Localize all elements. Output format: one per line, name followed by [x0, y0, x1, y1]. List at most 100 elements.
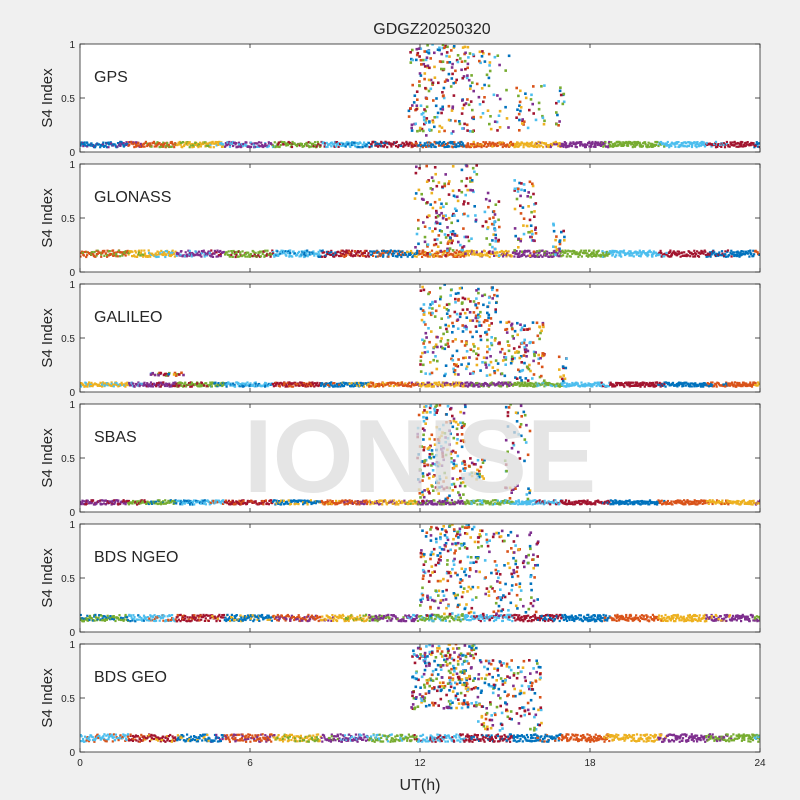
- data-point: [742, 381, 745, 384]
- data-point: [649, 385, 652, 388]
- data-point: [502, 142, 506, 145]
- burst-point: [451, 107, 454, 110]
- data-point: [99, 499, 102, 502]
- burst-point: [448, 61, 452, 64]
- data-point: [349, 145, 352, 148]
- data-point: [635, 384, 638, 387]
- data-point: [326, 253, 329, 256]
- data-point: [652, 145, 655, 148]
- data-point: [159, 503, 163, 506]
- burst-point: [422, 320, 426, 324]
- data-point: [414, 144, 417, 147]
- burst-point: [474, 214, 477, 217]
- burst-point: [427, 292, 430, 296]
- data-point: [298, 384, 301, 387]
- burst-point: [454, 292, 458, 295]
- burst-point: [490, 336, 493, 339]
- data-point: [733, 143, 736, 146]
- data-point: [317, 250, 320, 253]
- data-point: [339, 385, 342, 388]
- burst-point: [539, 331, 542, 335]
- burst-point: [497, 114, 501, 117]
- data-point: [208, 383, 211, 386]
- data-point: [330, 141, 333, 144]
- burst-point: [419, 289, 423, 292]
- burst-point: [533, 354, 536, 358]
- data-point: [414, 140, 417, 143]
- burst-point: [456, 365, 460, 368]
- data-point: [235, 381, 238, 384]
- burst-point: [515, 377, 519, 380]
- burst-point: [523, 189, 526, 192]
- burst-point: [432, 99, 435, 102]
- data-point: [658, 253, 661, 256]
- burst-point: [532, 239, 535, 242]
- burst-point: [532, 112, 535, 115]
- data-point: [504, 252, 507, 255]
- data-point: [700, 249, 703, 252]
- data-point: [127, 502, 130, 505]
- data-point: [417, 383, 420, 386]
- data-point: [389, 143, 392, 146]
- data-point: [708, 251, 712, 254]
- burst-point: [520, 182, 523, 185]
- data-point: [689, 382, 692, 385]
- data-point: [639, 144, 642, 147]
- data-point: [421, 252, 424, 255]
- data-point: [579, 144, 582, 147]
- burst-point: [504, 363, 507, 366]
- burst-point: [428, 291, 431, 294]
- burst-point: [426, 350, 429, 354]
- data-point: [746, 252, 749, 255]
- data-point: [603, 143, 606, 146]
- data-point: [712, 384, 716, 387]
- data-point: [436, 142, 439, 145]
- data-point: [631, 252, 635, 255]
- data-point: [404, 253, 407, 256]
- data-point: [272, 251, 275, 254]
- data-point: [297, 250, 301, 253]
- data-point: [188, 141, 191, 144]
- burst-point: [429, 313, 433, 317]
- burst-point: [418, 126, 422, 130]
- burst-point: [505, 88, 508, 92]
- burst-point: [520, 188, 523, 192]
- burst-point: [440, 52, 443, 56]
- data-point: [567, 385, 570, 388]
- data-point: [687, 382, 690, 385]
- data-point: [270, 383, 273, 386]
- data-point: [179, 501, 182, 504]
- burst-point: [423, 346, 427, 349]
- data-point: [209, 146, 212, 149]
- data-point: [366, 145, 369, 148]
- data-point: [117, 502, 120, 505]
- data-point: [435, 250, 438, 253]
- data-point: [451, 141, 454, 144]
- data-point: [568, 144, 571, 147]
- data-point: [286, 381, 290, 385]
- data-point: [725, 140, 728, 144]
- burst-point: [456, 219, 460, 223]
- data-point: [258, 382, 261, 386]
- data-point: [602, 255, 605, 258]
- data-point: [452, 142, 455, 145]
- data-point: [210, 385, 213, 388]
- burst-point: [525, 365, 529, 369]
- panel-label: GLONASS: [94, 189, 171, 206]
- burst-point: [493, 370, 496, 373]
- data-point: [433, 252, 436, 255]
- data-point: [80, 382, 83, 385]
- burst-point: [528, 363, 531, 367]
- data-point: [557, 255, 560, 258]
- burst-point: [485, 356, 489, 360]
- data-point: [461, 254, 464, 257]
- data-point: [756, 384, 759, 387]
- data-point: [269, 255, 272, 258]
- data-point: [374, 385, 378, 388]
- data-point: [190, 385, 193, 388]
- data-point: [356, 251, 359, 254]
- data-point: [602, 383, 605, 386]
- data-point: [519, 250, 522, 253]
- burst-point: [452, 367, 455, 371]
- data-point: [755, 250, 758, 253]
